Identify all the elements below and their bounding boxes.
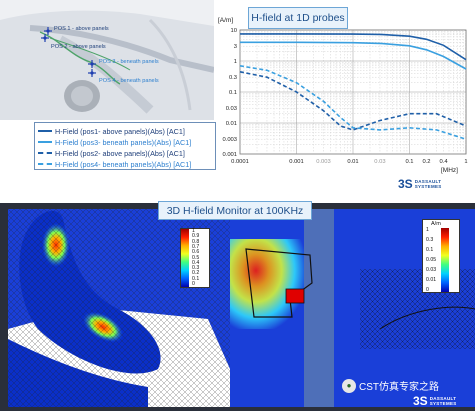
probe-label-1: POS 1 - above panels <box>54 26 109 32</box>
x-axis-label: [MHz] <box>441 167 458 174</box>
series-line-2 <box>240 41 467 70</box>
x-tick-label: 0.003 <box>316 159 331 165</box>
colorbar-right: A/m 1 0.3 0.1 0.05 0.03 0.01 0 <box>422 219 460 293</box>
y-axis-label: [A/m] <box>218 17 233 24</box>
probe-label-4: POS 4 - beneath panels <box>99 78 159 84</box>
x-tick-label: 1 <box>464 159 467 165</box>
colorbar-tick-label: 1 <box>192 228 195 234</box>
x-tick-label: 0.0001 <box>231 159 249 165</box>
legend-entry: H-Field (pos2- above panels)(Abs) [AC1] <box>38 148 185 158</box>
legend-label: H-Field (pos4- beneath panels)(Abs) [AC1… <box>55 159 192 169</box>
y-tick-label: 1 <box>234 59 237 65</box>
probe-marker-2 <box>41 34 49 42</box>
y-tick-label: 3 <box>234 44 237 50</box>
colorbar-tick-label: 0.2 <box>192 270 200 277</box>
colorbar-unit: A/m <box>431 221 441 227</box>
probe-marker-4 <box>88 69 96 77</box>
colorbar-tick-label: 0.6 <box>192 249 200 256</box>
wechat-watermark: ● CST仿真专家之路 <box>342 378 439 393</box>
colorbar-tick-label: 0.9 <box>192 233 200 240</box>
legend-entry: H-Field (pos3- beneath panels)(Abs) [AC1… <box>38 137 191 147</box>
x-tick-label: 0.4 <box>439 159 448 165</box>
cross-section-field-view <box>230 209 475 407</box>
y-tick-label: 0.01 <box>226 121 237 127</box>
chart-tick-labels: 0.0001 0.001 0.003 0.01 0.03 0.1 0.2 0.4 110310.… <box>222 28 467 165</box>
brand-text: DASSAULT SYSTEMES <box>430 396 457 406</box>
series-line-1 <box>240 33 467 61</box>
y-tick-label: 0.003 <box>222 137 237 143</box>
colorbar-tick-label: 0.03 <box>426 267 437 273</box>
brand-mark: 3S <box>413 394 428 408</box>
colorbar-tick-label: 0.05 <box>426 257 437 263</box>
y-tick-label: 0.3 <box>229 75 237 81</box>
top-panel: POS 1 - above panels POS 2 - above panel… <box>0 0 475 203</box>
y-tick-label: 0.03 <box>226 106 237 112</box>
colorbar-tick-label: 1 <box>426 227 429 233</box>
legend-label: H-Field (pos3- beneath panels)(Abs) [AC1… <box>55 137 192 147</box>
colorbar-gradient <box>441 228 449 292</box>
brand-mark: 3S <box>398 177 413 191</box>
probe-marker-1 <box>44 27 52 35</box>
dassault-logo-bottom: 3S DASSAULT SYSTEMES <box>413 394 457 408</box>
legend-swatch-dash-light <box>38 163 52 165</box>
wechat-icon: ● <box>342 378 356 393</box>
series-line-3 <box>239 71 467 131</box>
colorbar-tick-label: 0.1 <box>426 247 434 253</box>
brand-line-2: SYSTEMES <box>429 401 457 406</box>
legend-entry: H-Field (pos1- above panels)(Abs) [AC1] <box>38 126 185 136</box>
colorbar-tick-label: 0.3 <box>192 265 200 272</box>
series-line-4 <box>239 65 467 140</box>
car-cabin-view: POS 1 - above panels POS 2 - above panel… <box>0 0 214 120</box>
colorbar-tick-label: 0.01 <box>426 277 437 283</box>
y-tick-label: 0.001 <box>222 152 237 158</box>
colorbar-tick-label: 0.7 <box>192 243 200 250</box>
legend-swatch-dash-dark <box>38 152 52 154</box>
door-panel-field-view <box>8 209 230 407</box>
probe-label-3: POS 3 - beneath panels <box>99 59 159 65</box>
chart-title: H-field at 1D probes <box>248 7 348 29</box>
monitor-title: 3D H-field Monitor at 100KHz <box>158 201 312 220</box>
brand-text: DASSAULT SYSTEMES <box>415 179 442 189</box>
legend-label: H-Field (pos1- above panels)(Abs) [AC1] <box>55 126 185 136</box>
x-tick-label: 0.001 <box>289 159 304 165</box>
colorbar-left: 1 0.9 0.8 0.7 0.6 0.5 0.4 0.3 0.2 0.1 0 <box>180 228 210 288</box>
probe-marker-3 <box>88 60 96 68</box>
x-tick-label: 0.01 <box>347 159 358 165</box>
colorbar-tick-label: 0 <box>426 287 429 293</box>
legend-swatch-solid-light <box>38 141 52 143</box>
colorbar-tick-label: 0.8 <box>192 238 200 245</box>
legend-label: H-Field (pos2- above panels)(Abs) [AC1] <box>55 148 185 158</box>
chart-grid <box>239 29 467 155</box>
colorbar-tick-label: 0.1 <box>192 275 200 282</box>
x-tick-label: 0.2 <box>422 159 430 165</box>
legend-entry: H-Field (pos4- beneath panels)(Abs) [AC1… <box>38 159 191 169</box>
x-tick-label: 0.1 <box>405 159 413 165</box>
brand-line-1: DASSAULT <box>414 179 442 184</box>
brand-line-2: SYSTEMES <box>414 184 442 189</box>
colorbar-tick-label: 0 <box>192 281 195 287</box>
x-tick-label: 0.03 <box>374 159 385 165</box>
y-tick-label: 0.1 <box>229 90 237 96</box>
y-tick-label: 10 <box>231 28 237 34</box>
chart-legend: H-Field (pos1- above panels)(Abs) [AC1] … <box>34 122 216 170</box>
colorbar-tick-label: 0.3 <box>426 237 434 243</box>
h-field-probe-chart: 0.0001 0.001 0.003 0.01 0.03 0.1 0.2 0.4 110310.… <box>218 17 468 174</box>
colorbar-tick-label: 0.4 <box>192 259 200 266</box>
brand-line-1: DASSAULT <box>429 396 457 401</box>
legend-swatch-solid-dark <box>38 130 52 132</box>
dassault-logo-top: 3S DASSAULT SYSTEMES <box>398 177 442 191</box>
watermark-text: CST仿真专家之路 <box>359 382 439 393</box>
probe-label-2: POS 2 - above panels <box>51 44 106 50</box>
colorbar-gradient <box>181 229 189 287</box>
chart-series-group <box>239 33 467 140</box>
colorbar-tick-label: 0.5 <box>192 254 200 261</box>
